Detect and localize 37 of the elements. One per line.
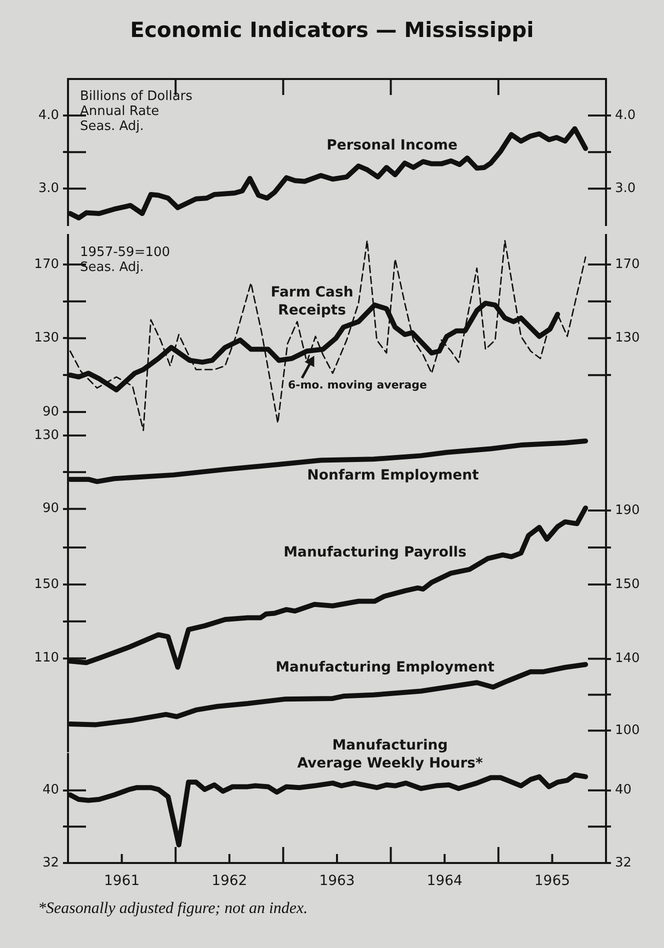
chart-title: Economic Indicators — Mississippi [129, 18, 535, 42]
x-tick-label: 1961 [104, 873, 140, 890]
series-label: Manufacturing Payrolls [284, 544, 466, 561]
x-tick-label: 1963 [319, 873, 355, 890]
y-tick-label: 130 [34, 428, 59, 443]
series-label: Nonfarm Employment [307, 468, 480, 484]
x-tick-label: 1964 [426, 873, 462, 890]
series-label: Farm Cash Receipts [270, 284, 354, 319]
y2-tick-label: 170 [615, 256, 640, 272]
x-tick-label: 1962 [212, 873, 248, 890]
y-axis-title: Billions of Dollars Annual Rate Seas. Adj. [80, 88, 193, 134]
y2-tick-label: 32 [615, 855, 632, 870]
y2-tick-label: 40 [615, 782, 632, 798]
y2-tick-label: 3.0 [615, 181, 636, 196]
x-tick-label: 1965 [534, 873, 570, 890]
y-tick-label: 130 [34, 330, 59, 346]
y-tick-label: 110 [34, 650, 59, 666]
y2-tick-label: 100 [615, 723, 640, 738]
legend-label: 6-mo. moving average [288, 378, 427, 392]
series-label: Personal Income [326, 138, 458, 154]
y2-tick-label: 4.0 [615, 108, 636, 123]
y-tick-label: 90 [42, 501, 59, 516]
y-tick-label: 32 [42, 855, 59, 870]
y2-tick-label: 190 [615, 502, 640, 518]
y2-tick-label: 150 [615, 576, 640, 592]
y2-tick-label: 130 [615, 330, 640, 346]
y-tick-label: 150 [34, 576, 59, 592]
y-tick-label: 4.0 [38, 108, 59, 123]
text: *Seasonally adjusted figure; not an index. [38, 900, 308, 918]
series-label: Manufacturing Average Weekly Hours* [297, 738, 484, 772]
y-axis-title: 1957-59=100 Seas. Adj. [80, 244, 170, 275]
y2-tick-label: 140 [615, 651, 640, 666]
y-tick-label: 90 [42, 404, 59, 420]
y-tick-label: 40 [42, 782, 59, 798]
series-label: Manufacturing Employment [276, 660, 495, 676]
y-tick-label: 170 [34, 256, 59, 272]
y-tick-label: 3.0 [38, 181, 59, 196]
